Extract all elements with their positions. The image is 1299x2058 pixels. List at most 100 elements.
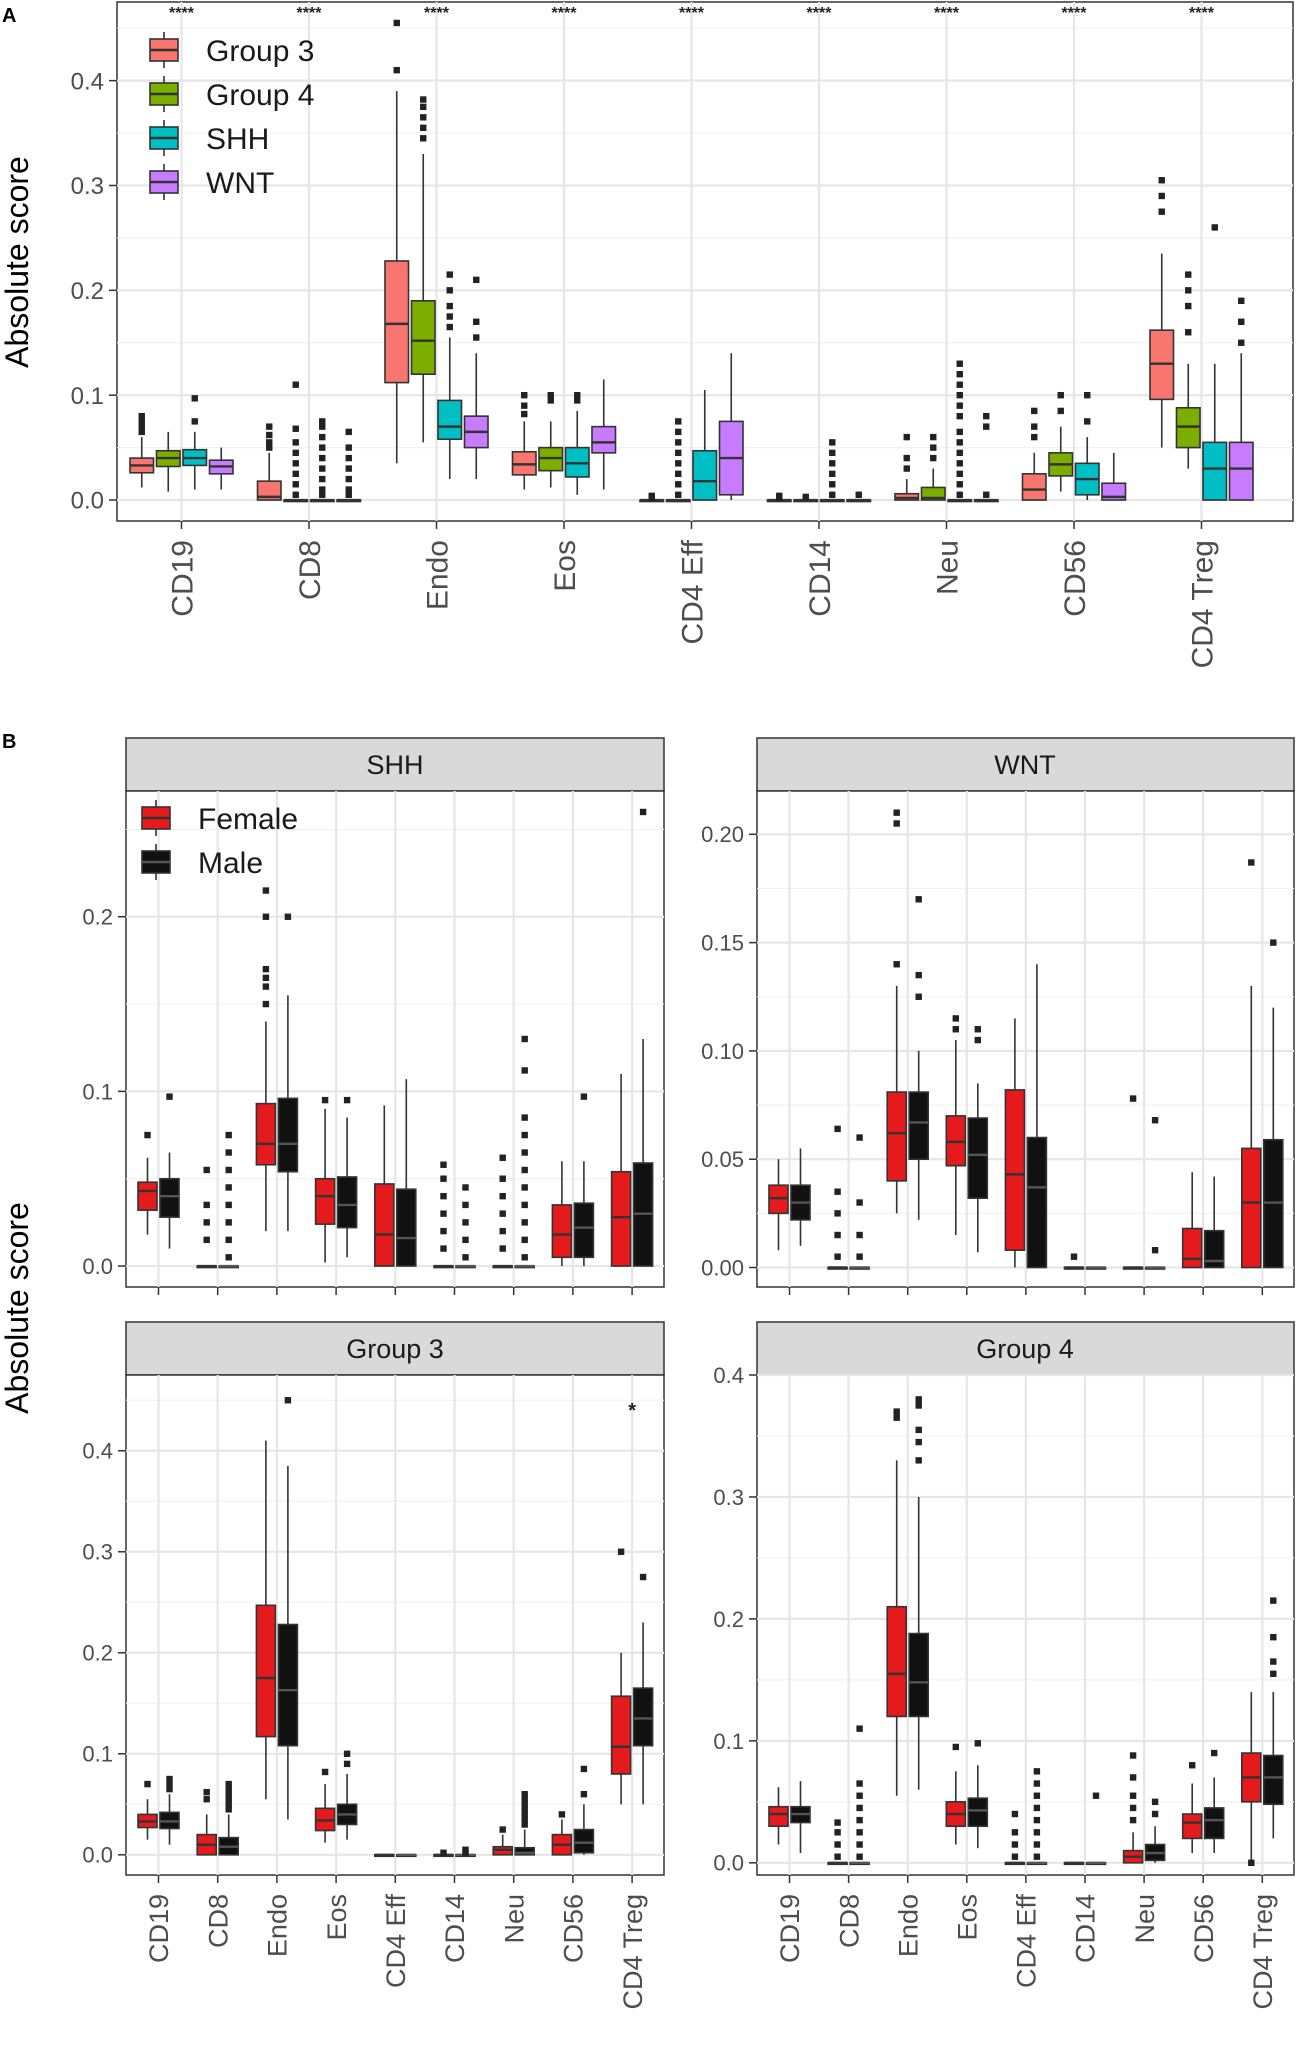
legend-item: WNT (149, 164, 274, 200)
outlier-point (834, 1841, 841, 1848)
box-female (314, 1096, 336, 1263)
significance-label: **** (424, 5, 450, 22)
outlier-point (1033, 1841, 1041, 1848)
box-male (790, 1148, 811, 1246)
y-tick-label: 0.2 (82, 905, 113, 930)
box-group-3 (256, 423, 282, 501)
outlier-point (473, 318, 480, 325)
significance-label: **** (552, 5, 578, 22)
outlier-point (1211, 224, 1218, 231)
box-body (967, 1797, 989, 1828)
outlier-point (1011, 1853, 1019, 1860)
y-tick-label: 0.3 (82, 1540, 113, 1565)
outlier-point (343, 1760, 351, 1768)
outlier-point (1158, 208, 1165, 215)
x-tick-label: Eos (322, 1894, 352, 1941)
outlier-point (855, 491, 862, 498)
outlier-point (639, 808, 647, 816)
outlier-point (225, 1201, 232, 1209)
outlier-point (834, 1210, 841, 1217)
box-female (551, 1811, 573, 1856)
box-body (277, 1623, 299, 1747)
y-tick-label: 0.2 (71, 278, 104, 305)
box-male (336, 1096, 358, 1258)
box-group-4 (155, 431, 181, 492)
outlier-point (462, 1201, 469, 1209)
significance-label: **** (934, 5, 960, 22)
strip-label: WNT (994, 750, 1055, 780)
outlier-point (1129, 1804, 1137, 1812)
outlier-point (225, 1236, 232, 1244)
box-body (967, 1117, 989, 1199)
box-body (908, 1632, 930, 1718)
box-female (1241, 859, 1262, 1269)
strip-label: Group 3 (346, 1334, 444, 1364)
outlier-point (521, 1166, 528, 1174)
outlier-point (856, 1199, 863, 1206)
outlier-point (462, 1236, 469, 1244)
significance-label: **** (169, 5, 195, 22)
box-group-4 (410, 96, 436, 443)
outlier-point (420, 135, 427, 142)
box-male (1263, 939, 1284, 1269)
outlier-point (1248, 1859, 1255, 1867)
box-male (1203, 1749, 1225, 1854)
outlier-point (956, 481, 963, 488)
outlier-point (547, 397, 554, 404)
box-female (827, 1819, 848, 1866)
outlier-point (319, 423, 326, 430)
box-female (1122, 1095, 1144, 1270)
outlier-point (893, 1408, 900, 1415)
box-male (967, 1026, 989, 1253)
panel-b-letter: B (2, 731, 16, 753)
outlier-point (292, 460, 299, 467)
box-wnt (973, 412, 999, 503)
outlier-point (521, 1184, 528, 1191)
outlier-point (802, 493, 809, 501)
box-female (137, 1780, 158, 1840)
outlier-point (776, 492, 783, 500)
outlier-point (639, 1573, 647, 1581)
outlier-point (1185, 329, 1192, 336)
outlier-point (420, 114, 427, 121)
y-tick-label: 0.10 (701, 1039, 744, 1064)
outlier-point (138, 412, 145, 420)
box-body (1202, 441, 1228, 501)
outlier-point (1033, 1804, 1041, 1812)
outlier-point (521, 1219, 528, 1226)
outlier-point (1057, 407, 1064, 415)
outlier-point (262, 974, 270, 982)
box-male (1085, 1266, 1107, 1270)
x-tick-label: CD14 (804, 540, 837, 617)
outlier-point (580, 1093, 588, 1100)
outlier-point (903, 454, 910, 462)
outlier-point (956, 470, 963, 478)
strip-bg (756, 737, 1295, 792)
box-group-3 (639, 492, 665, 503)
legend-label: Group 4 (206, 79, 314, 112)
y-axis: 0.0 0.1 0.2 (82, 905, 126, 1279)
box-female (886, 809, 908, 1214)
box-male (395, 1079, 417, 1267)
box-body (886, 1605, 908, 1718)
box-male (159, 1093, 180, 1249)
outlier-point (574, 391, 581, 399)
outlier-point (191, 395, 198, 402)
box-female (886, 1408, 908, 1796)
outlier-point (345, 444, 352, 451)
outlier-point (1270, 1597, 1277, 1604)
outlier-point (903, 465, 910, 472)
outlier-point (521, 1114, 528, 1121)
outlier-point (499, 1154, 506, 1161)
boxes (129, 19, 1254, 503)
outlier-point (166, 1775, 173, 1783)
y-tick-label: 0.4 (82, 1439, 113, 1464)
outlier-point (521, 1035, 528, 1043)
outlier-point (1185, 302, 1192, 310)
outlier-point (319, 444, 326, 451)
outlier-point (521, 391, 528, 399)
outlier-point (262, 887, 270, 894)
box-male (1026, 964, 1048, 1269)
outlier-point (1211, 1749, 1218, 1757)
x-tick-label: CD8 (834, 1894, 864, 1948)
